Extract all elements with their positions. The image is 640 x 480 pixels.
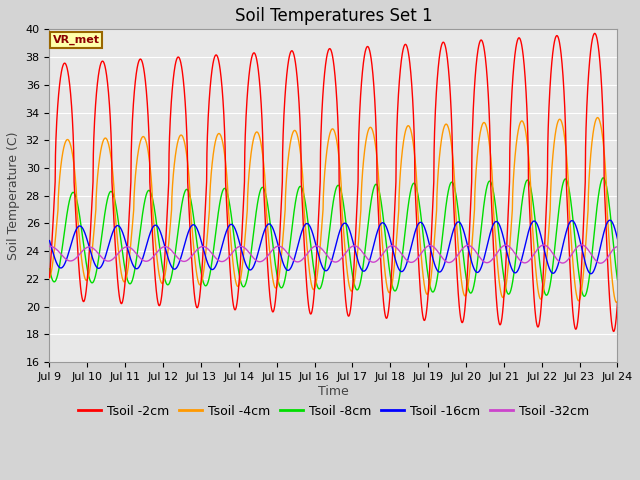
Tsoil -4cm	[438, 134, 445, 140]
Tsoil -16cm	[484, 239, 492, 245]
Tsoil -32cm	[113, 252, 121, 258]
Line: Tsoil -32cm: Tsoil -32cm	[49, 245, 618, 263]
Tsoil -32cm	[114, 251, 122, 257]
Tsoil -16cm	[222, 229, 230, 235]
Tsoil -16cm	[81, 231, 89, 237]
Tsoil -4cm	[114, 241, 122, 247]
Tsoil -16cm	[113, 223, 121, 228]
Tsoil -32cm	[614, 244, 621, 250]
Tsoil -2cm	[114, 279, 122, 285]
Tsoil -4cm	[484, 132, 492, 137]
Tsoil -4cm	[612, 300, 620, 305]
Y-axis label: Soil Temperature (C): Soil Temperature (C)	[7, 132, 20, 260]
Tsoil -8cm	[580, 293, 588, 299]
Tsoil -2cm	[610, 329, 618, 335]
Tsoil -2cm	[81, 294, 89, 300]
Tsoil -4cm	[113, 232, 121, 238]
Tsoil -16cm	[587, 271, 595, 276]
Tsoil -8cm	[113, 209, 121, 215]
Tsoil -2cm	[591, 31, 598, 36]
Tsoil -8cm	[484, 180, 492, 186]
Tsoil -16cm	[45, 238, 53, 243]
Tsoil -2cm	[484, 88, 492, 94]
Text: VR_met: VR_met	[52, 35, 99, 45]
Tsoil -8cm	[114, 215, 122, 220]
Tsoil -2cm	[113, 269, 121, 275]
Tsoil -2cm	[45, 275, 53, 280]
Tsoil -32cm	[81, 246, 89, 252]
Title: Soil Temperatures Set 1: Soil Temperatures Set 1	[235, 7, 432, 25]
Tsoil -2cm	[222, 189, 230, 195]
Tsoil -8cm	[222, 187, 230, 192]
Tsoil -4cm	[45, 275, 53, 281]
Tsoil -16cm	[606, 217, 614, 223]
Tsoil -4cm	[594, 115, 602, 120]
X-axis label: Time: Time	[318, 384, 349, 398]
Tsoil -16cm	[614, 236, 621, 241]
Tsoil -32cm	[484, 260, 492, 265]
Tsoil -8cm	[600, 175, 607, 180]
Tsoil -16cm	[114, 223, 122, 228]
Tsoil -4cm	[222, 164, 230, 169]
Line: Tsoil -4cm: Tsoil -4cm	[49, 118, 618, 302]
Tsoil -2cm	[614, 300, 621, 306]
Line: Tsoil -2cm: Tsoil -2cm	[49, 34, 618, 332]
Tsoil -32cm	[45, 243, 53, 249]
Tsoil -16cm	[438, 267, 445, 273]
Legend: Tsoil -2cm, Tsoil -4cm, Tsoil -8cm, Tsoil -16cm, Tsoil -32cm: Tsoil -2cm, Tsoil -4cm, Tsoil -8cm, Tsoi…	[73, 399, 594, 422]
Tsoil -4cm	[614, 299, 621, 304]
Tsoil -32cm	[596, 260, 604, 266]
Line: Tsoil -8cm: Tsoil -8cm	[49, 178, 618, 296]
Tsoil -32cm	[578, 242, 586, 248]
Tsoil -32cm	[438, 254, 445, 260]
Tsoil -2cm	[438, 41, 445, 47]
Tsoil -32cm	[222, 257, 230, 263]
Tsoil -8cm	[45, 266, 53, 272]
Tsoil -8cm	[438, 239, 445, 244]
Tsoil -4cm	[81, 276, 89, 282]
Line: Tsoil -16cm: Tsoil -16cm	[49, 220, 618, 274]
Tsoil -8cm	[81, 254, 89, 260]
Tsoil -8cm	[614, 277, 621, 283]
